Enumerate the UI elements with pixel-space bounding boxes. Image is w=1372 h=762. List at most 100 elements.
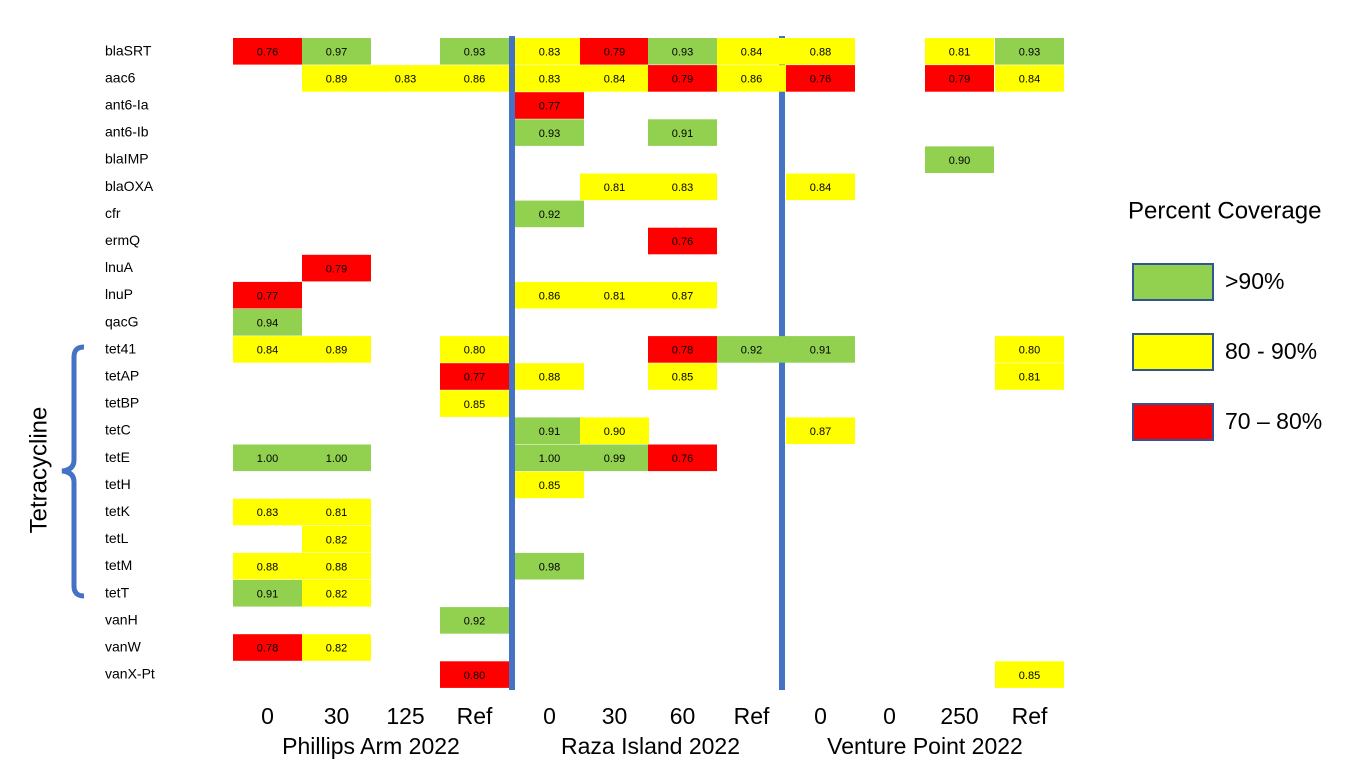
cell [925,146,994,173]
cell [580,444,649,472]
row-label: ant6-Ia [105,96,149,112]
row-label: aac6 [105,69,136,85]
cell [515,417,584,444]
cell [302,65,371,92]
cell-label: 0.81 [604,290,625,302]
cell [440,390,509,417]
cell [440,607,509,634]
cell [440,661,509,688]
legend-label: >90% [1225,268,1284,294]
cell-label: 1.00 [326,453,347,465]
row-label: tetT [105,584,130,600]
cell [648,444,717,472]
row-label: lnuP [105,286,133,302]
cell [580,173,649,201]
cell [995,336,1064,363]
cell-label: 0.79 [949,74,970,86]
legend-swatch [1132,403,1214,441]
cell [302,580,371,607]
cell-label: 0.83 [395,74,416,86]
cell [233,309,302,336]
cell-label: 0.84 [741,46,762,58]
cell-label: 0.86 [539,290,560,302]
cell [515,65,584,92]
cell-label: 0.81 [604,182,625,194]
cell [302,552,371,580]
cell-label: 0.93 [539,128,560,140]
row-label: tetE [105,449,130,465]
legend-swatch [1132,333,1214,371]
cell-label: 0.85 [539,480,560,492]
cell-label: 0.88 [257,561,278,573]
cell [648,65,717,92]
cell-label: 1.00 [257,453,278,465]
cell-label: 0.79 [326,263,347,275]
row-label: tetM [105,557,132,573]
cell-label: 0.77 [464,372,485,384]
cell [717,336,786,363]
cell [233,336,302,363]
legend-title: Percent Coverage [1128,197,1321,224]
cell-label: 0.98 [539,561,560,573]
cell [233,498,302,526]
column-label: 0 [543,703,556,729]
cell-label: 0.87 [810,426,831,438]
bracket [61,344,85,599]
cell [515,552,584,580]
cell-label: 0.84 [604,74,625,86]
column-label: 60 [670,703,696,729]
cell-label: 0.97 [326,46,347,58]
column-label: 250 [940,703,978,729]
cell [440,363,509,390]
legend-label: 80 - 90% [1225,338,1317,364]
cell [302,38,371,65]
row-label: tetK [105,503,131,519]
cell [515,444,584,472]
row-label: blaIMP [105,151,149,167]
cell [995,65,1064,92]
cell-label: 0.76 [257,46,278,58]
cell-label: 0.83 [257,507,278,519]
cell-label: 0.92 [464,616,485,628]
row-label: blaSRT [105,42,152,58]
column-label: 0 [883,703,896,729]
cell [233,38,302,65]
cell [233,552,302,580]
row-label: tetC [105,422,131,438]
cell [233,580,302,607]
row-label: tetBP [105,395,139,411]
cell [786,417,855,444]
cell-label: 0.78 [257,643,278,655]
cell-label: 0.77 [539,101,560,113]
cell-label: 0.90 [604,426,625,438]
cell-label: 0.89 [326,345,347,357]
cell-label: 0.83 [672,182,693,194]
cell-label: 0.80 [464,345,485,357]
row-label: tetAP [105,367,139,383]
cell-label: 0.89 [326,74,347,86]
cell-label: 0.99 [604,453,625,465]
group-label: Phillips Arm 2022 [282,733,460,759]
cell [648,363,717,390]
cell-label: 0.80 [464,670,485,682]
cell [717,65,786,92]
cell [925,38,994,65]
column-label: Ref [1012,703,1048,729]
cell [233,281,302,309]
cell [302,498,371,526]
legend-swatch [1132,263,1214,301]
cell-label: 0.92 [741,345,762,357]
cell-label: 0.90 [949,155,970,167]
cell [925,65,994,92]
cell-label: 0.88 [326,561,347,573]
column-label: 30 [324,703,350,729]
row-label: cfr [105,205,121,221]
cell-label: 0.93 [1019,46,1040,58]
cell [580,417,649,444]
cell-label: 0.88 [539,372,560,384]
cell [302,525,371,553]
cell [515,92,584,119]
cell-label: 0.91 [672,128,693,140]
cell-label: 0.81 [1019,372,1040,384]
cell [786,173,855,201]
